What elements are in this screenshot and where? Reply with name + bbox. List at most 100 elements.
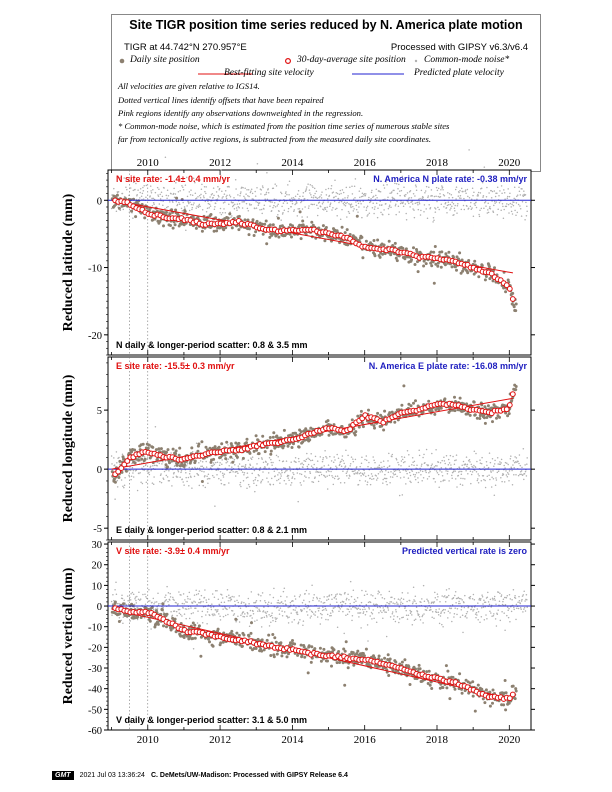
cmn-point <box>365 459 368 462</box>
cmn-point <box>311 481 313 483</box>
cmn-point <box>306 465 309 468</box>
cmn-point <box>181 184 183 187</box>
cmn-point <box>193 202 195 204</box>
cmn-point <box>414 478 417 481</box>
cmn-point <box>365 590 367 592</box>
cmn-point <box>142 593 144 596</box>
cmn-point <box>493 597 496 600</box>
cmn-point <box>177 470 180 473</box>
cmn-point <box>304 190 307 193</box>
cmn-point <box>346 216 348 218</box>
cmn-point <box>338 193 341 196</box>
cmn-point <box>266 477 268 479</box>
cmn-point <box>357 607 360 610</box>
cmn-point <box>149 600 151 602</box>
cmn-point <box>448 480 450 482</box>
cmn-point <box>496 613 499 615</box>
daily-point <box>372 424 376 428</box>
cmn-point <box>434 211 437 213</box>
cmn-point <box>317 610 320 612</box>
cmn-point <box>333 597 336 599</box>
daily-point <box>452 255 455 259</box>
cmn-point <box>433 617 435 619</box>
cmn-point <box>195 442 198 444</box>
cmn-point <box>237 194 239 196</box>
cmn-point <box>377 590 380 592</box>
cmn-point <box>176 203 179 206</box>
cmn-point <box>343 462 345 465</box>
cmn-point <box>520 473 522 476</box>
legend-cmn-label: Common-mode noise* <box>424 55 510 65</box>
cmn-point <box>526 210 528 213</box>
cmn-point <box>293 595 296 597</box>
cmn-point <box>500 594 503 596</box>
cmn-point <box>241 612 243 615</box>
daily-point <box>134 215 138 219</box>
note-line: All velocities are given relative to IGS… <box>118 81 260 91</box>
cmn-point <box>402 598 405 600</box>
cmn-point <box>261 592 264 594</box>
cmn-point <box>204 486 207 489</box>
cmn-point <box>375 467 377 469</box>
cmn-point <box>509 598 512 600</box>
cmn-point <box>479 599 482 601</box>
cmn-point <box>186 480 188 483</box>
cmn-point <box>347 454 349 457</box>
cmn-point <box>259 600 262 602</box>
cmn-point <box>198 204 200 207</box>
cmn-point <box>338 610 340 612</box>
cmn-point <box>463 601 465 604</box>
daily-point <box>286 444 290 448</box>
cmn-point <box>526 599 528 601</box>
cmn-point <box>425 609 428 611</box>
cmn-point <box>199 469 201 472</box>
cmn-point <box>131 466 134 469</box>
y-tick-label: 0 <box>97 465 102 476</box>
cmn-point <box>513 474 515 476</box>
cmn-point <box>417 203 419 206</box>
cmn-point <box>409 480 411 483</box>
cmn-point <box>448 462 451 464</box>
cmn-point <box>520 470 523 472</box>
cmn-point <box>219 207 222 210</box>
cmn-point <box>275 454 278 457</box>
cmn-point <box>357 202 360 205</box>
cmn-point <box>424 190 427 192</box>
daily-point <box>230 226 234 230</box>
cmn-point <box>173 610 176 612</box>
cmn-point <box>257 457 260 460</box>
cmn-point <box>439 469 441 472</box>
cmn-point <box>522 611 524 613</box>
cmn-point <box>495 479 498 481</box>
cmn-point <box>316 214 319 217</box>
daily-point <box>486 404 490 408</box>
cmn-point <box>231 457 234 460</box>
daily-point <box>268 223 272 227</box>
cmn-point <box>172 192 175 195</box>
cmn-point <box>217 608 219 611</box>
daily-point <box>146 446 150 450</box>
daily-point <box>237 228 241 232</box>
daily-point <box>308 438 312 442</box>
cmn-point <box>283 479 286 482</box>
cmn-point <box>284 192 287 194</box>
cmn-point <box>460 473 463 476</box>
cmn-point <box>187 597 189 600</box>
cmn-point <box>294 598 297 600</box>
daily-point <box>436 264 440 268</box>
cmn-point <box>496 186 499 189</box>
daily-point <box>514 302 518 306</box>
cmn-point <box>188 191 191 193</box>
cmn-point <box>467 459 470 462</box>
cmn-point <box>450 607 453 610</box>
cmn-point <box>514 461 517 463</box>
cmn-point <box>463 606 466 609</box>
cmn-point <box>356 608 358 610</box>
cmn-point <box>502 600 504 603</box>
cmn-point <box>444 479 446 481</box>
cmn-point <box>518 595 520 598</box>
cmn-point <box>434 481 437 483</box>
cmn-point <box>437 187 440 190</box>
cmn-point <box>370 466 372 469</box>
